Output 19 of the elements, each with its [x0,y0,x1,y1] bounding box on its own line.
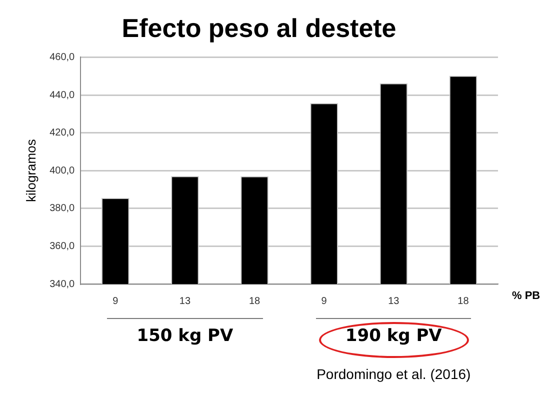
y-tick-label: 380,0 [50,203,76,214]
y-tick-label: 340,0 [50,278,76,290]
x-tick-label: 13 [179,296,191,307]
x-axis-title: % PB [512,290,540,302]
y-tick-label: 420,0 [50,128,76,139]
x-tick-label: 18 [458,296,470,307]
x-tick-label: 9 [112,296,119,307]
x-tick-label: 18 [248,296,261,307]
x-tick-label: 13 [388,296,400,307]
chart-title: Efecto peso al destete [122,12,396,43]
x-tick-label: 9 [321,296,328,307]
y-axis-title: kilogramos [23,138,38,202]
y-tick-label: 360,0 [50,240,76,252]
text: Pordomingo et al. (2016) [316,366,472,382]
y-tick-label: 460,0 [50,52,76,63]
text: 190 kg PV [344,326,443,346]
y-tick-label: 440,0 [50,90,76,101]
text: 150 kg PV [136,326,234,346]
y-tick-label: 400,0 [50,165,76,176]
